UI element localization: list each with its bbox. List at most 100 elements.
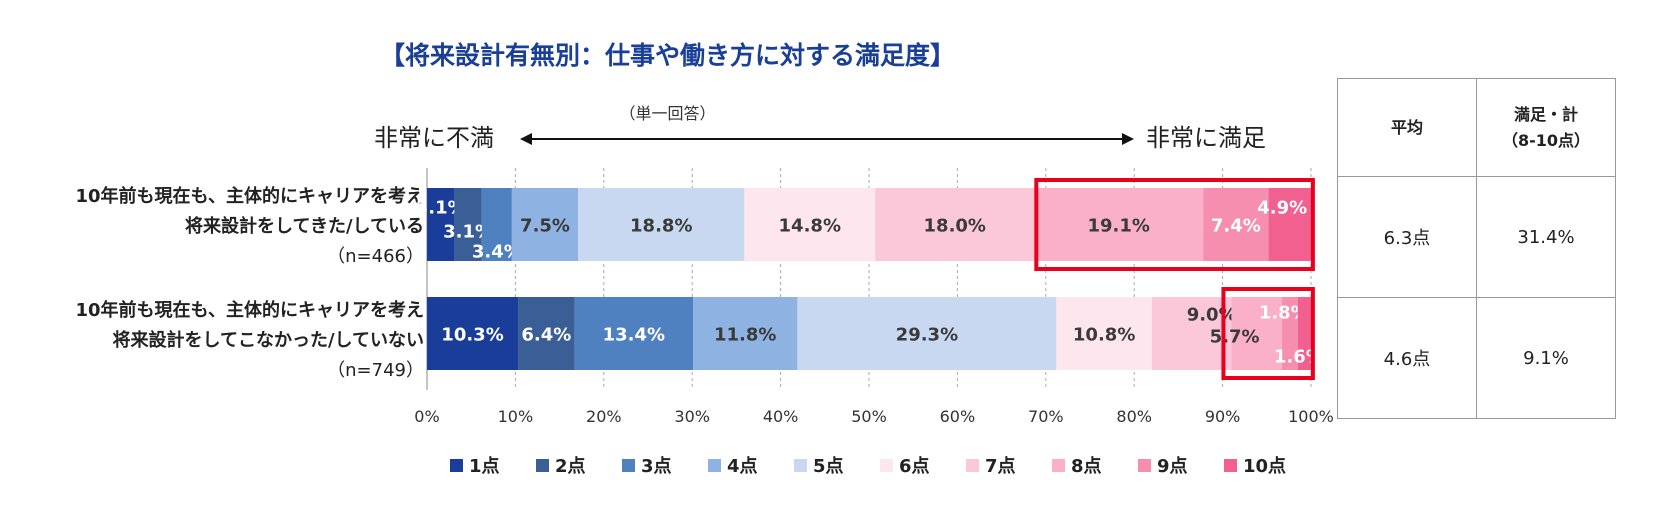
bar-segment	[797, 297, 1057, 370]
stats-average-1: 6.3点	[1337, 176, 1477, 298]
data-label: 5.7%	[1210, 327, 1260, 348]
bar-segment	[427, 297, 519, 370]
legend-item: 1点	[450, 452, 536, 478]
bar-segment	[574, 297, 694, 370]
bar-segment	[511, 188, 579, 261]
legend-label: 8点	[1071, 456, 1102, 477]
x-tick-label: 10%	[497, 407, 534, 426]
legend-label: 3点	[641, 456, 672, 477]
legend-label: 2点	[555, 456, 586, 477]
legend-swatch	[794, 458, 807, 472]
category-label-2-line2: 将来設計をしてこなかった/していない	[112, 330, 425, 351]
bar-segment	[1231, 297, 1282, 370]
legend-item: 9点	[1138, 452, 1224, 478]
data-label: 1.6%	[1274, 347, 1324, 368]
legend-swatch	[1224, 458, 1237, 472]
x-tick-label: 70%	[1028, 407, 1064, 426]
scale-left-label: 非常に不満	[374, 124, 494, 152]
legend-item: 5点	[794, 452, 880, 478]
data-label: 7.4%	[1211, 216, 1261, 237]
bar-segment	[1268, 188, 1312, 261]
category-label-1-n: （n=466）	[327, 246, 424, 267]
highlight-box	[1221, 287, 1315, 380]
legend-swatch	[536, 458, 549, 472]
legend-label: 5点	[813, 456, 844, 477]
legend-item: 3点	[622, 452, 708, 478]
x-tick-label: 20%	[586, 407, 622, 426]
data-label: 3.1%	[416, 198, 466, 219]
stats-satisfied-1: 31.4%	[1476, 176, 1616, 298]
legend-item: 7点	[966, 452, 1052, 478]
bar-segment	[518, 297, 575, 370]
data-label: 18.0%	[924, 216, 986, 237]
data-label: 11.8%	[714, 325, 776, 346]
scale-arrow-right-head	[1122, 133, 1134, 145]
x-tick-label: 80%	[1116, 407, 1152, 426]
legend-label: 1点	[469, 456, 500, 477]
legend-item: 6点	[880, 452, 966, 478]
stats-header-satisfied: 満足・計 （8-10点）	[1476, 78, 1616, 177]
data-label: 14.8%	[779, 216, 841, 237]
legend-item: 10点	[1224, 452, 1310, 478]
x-tick-label: 60%	[939, 407, 976, 426]
data-label: 19.1%	[1088, 216, 1150, 237]
legend-item: 4点	[708, 452, 794, 478]
legend-label: 4点	[727, 456, 758, 477]
stats-header-satisfied-line2: （8-10点）	[1501, 130, 1591, 150]
x-tick-label: 90%	[1204, 407, 1241, 426]
stats-average-2: 4.6点	[1337, 297, 1477, 419]
category-label-1: 10年前も現在も、主体的にキャリアを考え 将来設計をしてきた/している （n=4…	[75, 182, 424, 272]
bar-segment	[1297, 297, 1312, 370]
stats-table: 平均 満足・計 （8-10点） 6.3点 31.4% 4.6点 9.1%	[1337, 78, 1616, 419]
bar-segment	[1056, 297, 1152, 370]
bar-segment	[578, 188, 745, 261]
category-label-2-n: （n=749）	[327, 360, 424, 381]
x-tick-label: 50%	[851, 407, 887, 426]
stats-satisfied-2: 9.1%	[1476, 297, 1616, 419]
legend-label: 9点	[1157, 456, 1188, 477]
x-tick-label: 100%	[1288, 407, 1334, 426]
data-label: 4.9%	[1257, 198, 1307, 219]
data-label: 9.0%	[1187, 305, 1237, 326]
data-label: 7.5%	[520, 216, 570, 237]
legend-swatch	[450, 458, 463, 472]
category-label-2: 10年前も現在も、主体的にキャリアを考え 将来設計をしてこなかった/していない …	[75, 296, 424, 386]
bar-segment	[1151, 297, 1232, 370]
bar-segment	[744, 188, 876, 261]
data-label: 3.1%	[443, 222, 493, 243]
bar-segment	[1281, 297, 1298, 370]
bar-segment	[454, 188, 482, 261]
legend-swatch	[1052, 458, 1065, 472]
bar-segment	[693, 297, 798, 370]
legend-swatch	[708, 458, 721, 472]
data-label: 10.3%	[441, 325, 503, 346]
stats-header-satisfied-line1: 満足・計	[1513, 104, 1578, 124]
scale-arrow-left-head	[520, 133, 532, 145]
bar-segment	[875, 188, 1035, 261]
bar-segment	[1203, 188, 1269, 261]
data-label: 18.8%	[630, 216, 692, 237]
data-label: 6.4%	[521, 325, 571, 346]
legend-item: 2点	[536, 452, 622, 478]
category-label-1-line2: 将来設計をしてきた/している	[185, 216, 424, 237]
legend-swatch	[966, 458, 979, 472]
data-label: 10.8%	[1073, 325, 1135, 346]
data-label: 29.3%	[896, 325, 958, 346]
legend-label: 10点	[1243, 456, 1287, 477]
bar-segment	[427, 188, 455, 261]
legend-label: 6点	[899, 456, 930, 477]
chart-title: 【将来設計有無別：仕事や働き方に対する満足度】	[379, 41, 955, 70]
legend-swatch	[622, 458, 635, 472]
stats-header-average: 平均	[1337, 78, 1477, 177]
highlight-box	[1034, 178, 1315, 271]
scale-right-label: 非常に満足	[1146, 124, 1266, 152]
x-tick-label: 30%	[674, 407, 710, 426]
answer-type-note: （単一回答）	[619, 104, 716, 123]
legend-item: 8点	[1052, 452, 1138, 478]
bar-segment	[481, 188, 512, 261]
legend-swatch	[1138, 458, 1151, 472]
legend-swatch	[880, 458, 893, 472]
legend-label: 7点	[985, 456, 1016, 477]
x-tick-label: 40%	[762, 407, 799, 426]
